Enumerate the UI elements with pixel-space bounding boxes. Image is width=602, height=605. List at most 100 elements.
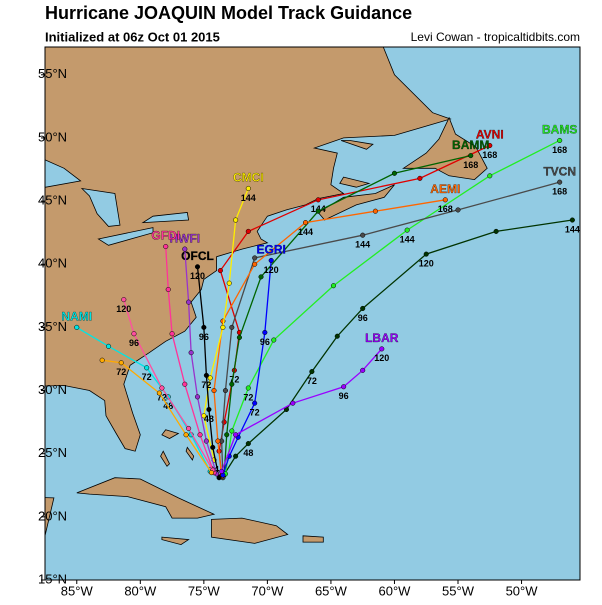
forecast-hour: 144 bbox=[400, 235, 415, 245]
track-point bbox=[245, 441, 251, 447]
track-point bbox=[219, 468, 225, 474]
track-point bbox=[468, 153, 474, 159]
lat-tick-label: 35°N bbox=[38, 319, 67, 334]
forecast-hour: 120 bbox=[419, 259, 434, 269]
lake bbox=[141, 212, 190, 224]
track-point bbox=[206, 406, 212, 413]
model-label: GFDI bbox=[151, 229, 180, 243]
forecast-hour: 72 bbox=[229, 375, 239, 385]
landmass bbox=[340, 140, 374, 150]
landmass bbox=[76, 477, 216, 519]
landmass bbox=[302, 535, 324, 543]
track-point bbox=[334, 333, 340, 339]
map-frame bbox=[44, 46, 581, 581]
model-label: HWFI bbox=[169, 231, 200, 245]
track-point bbox=[360, 367, 366, 373]
track-point bbox=[360, 305, 366, 311]
track-point bbox=[163, 244, 169, 250]
track-point bbox=[268, 257, 274, 264]
track-point bbox=[417, 175, 423, 181]
lat-tick-label: 55°N bbox=[38, 66, 67, 81]
track-point bbox=[215, 438, 221, 444]
track-point bbox=[203, 372, 209, 378]
track-point bbox=[271, 337, 277, 343]
forecast-hour: 72 bbox=[201, 380, 211, 390]
lake bbox=[45, 159, 82, 188]
forecast-hour: 72 bbox=[142, 372, 152, 382]
track-point bbox=[197, 432, 203, 438]
track-point bbox=[455, 207, 461, 213]
lat-tick-label: 45°N bbox=[38, 193, 67, 208]
forecast-hour: 120 bbox=[374, 353, 389, 363]
track-point bbox=[245, 228, 251, 234]
track-line bbox=[220, 181, 560, 478]
track-point bbox=[118, 360, 124, 366]
forecast-hour: 144 bbox=[355, 240, 370, 250]
title: Hurricane JOAQUIN Model Track Guidance bbox=[45, 3, 412, 23]
track-point bbox=[233, 432, 239, 438]
track-line bbox=[196, 266, 220, 478]
track-point bbox=[156, 390, 162, 396]
model-label: NAMI bbox=[61, 310, 92, 324]
landmass bbox=[211, 517, 289, 544]
forecast-hour: 168 bbox=[438, 204, 453, 214]
lat-tick-label: 30°N bbox=[38, 382, 67, 397]
model-label: OFCL bbox=[181, 249, 214, 263]
forecast-hour: 120 bbox=[116, 304, 131, 314]
track-point bbox=[557, 137, 563, 144]
forecast-hour: 96 bbox=[199, 332, 209, 342]
track-point bbox=[121, 297, 127, 303]
track-point bbox=[252, 261, 258, 267]
model-label: LBAR bbox=[365, 331, 399, 345]
track-point bbox=[188, 350, 194, 356]
track-line bbox=[165, 246, 215, 473]
track-point bbox=[391, 170, 398, 176]
track-line bbox=[222, 260, 272, 476]
forecast-hour: 168 bbox=[463, 160, 478, 170]
track-point bbox=[207, 375, 213, 381]
forecast-hour: 120 bbox=[190, 271, 205, 281]
forecast-hour: 120 bbox=[264, 265, 279, 275]
track-line bbox=[76, 326, 211, 472]
forecast-hour: 168 bbox=[482, 150, 497, 160]
lon-tick-label: 60°W bbox=[378, 583, 411, 598]
landmass bbox=[45, 47, 452, 452]
track-line bbox=[184, 249, 218, 475]
lon-tick-label: 65°W bbox=[315, 583, 348, 598]
lat-tick-label: 20°N bbox=[38, 508, 67, 523]
track-point bbox=[404, 227, 410, 233]
model-label: TVCN bbox=[543, 164, 576, 178]
landmass bbox=[402, 116, 488, 181]
lat-tick-label: 40°N bbox=[38, 256, 67, 271]
track-point bbox=[211, 387, 217, 394]
lon-tick-label: 80°W bbox=[124, 583, 157, 598]
lon-tick-label: 55°W bbox=[442, 583, 475, 598]
track-point bbox=[165, 286, 171, 293]
land bbox=[45, 47, 488, 546]
forecast-hour: 144 bbox=[298, 227, 313, 237]
track-point bbox=[186, 299, 192, 305]
track-line bbox=[224, 139, 560, 475]
track-point bbox=[493, 228, 499, 234]
landmass bbox=[45, 497, 55, 537]
track-point bbox=[262, 329, 268, 335]
track-line bbox=[213, 199, 446, 477]
lat-tick-label: 15°N bbox=[38, 571, 67, 586]
track-point bbox=[330, 283, 337, 289]
track-point bbox=[233, 453, 239, 459]
forecast-hour: 96 bbox=[260, 337, 270, 347]
forecast-hour: 144 bbox=[241, 193, 256, 203]
landmass bbox=[161, 429, 180, 439]
landmass bbox=[161, 536, 190, 546]
forecast-hour: 72 bbox=[307, 376, 317, 386]
track-point bbox=[557, 179, 563, 185]
forecast-hour: 96 bbox=[339, 391, 349, 401]
track-point bbox=[258, 274, 264, 280]
model-label: BAMS bbox=[542, 123, 577, 137]
track-line bbox=[222, 219, 573, 477]
track-point bbox=[315, 208, 321, 214]
landmass bbox=[339, 176, 371, 188]
lake bbox=[97, 227, 154, 246]
